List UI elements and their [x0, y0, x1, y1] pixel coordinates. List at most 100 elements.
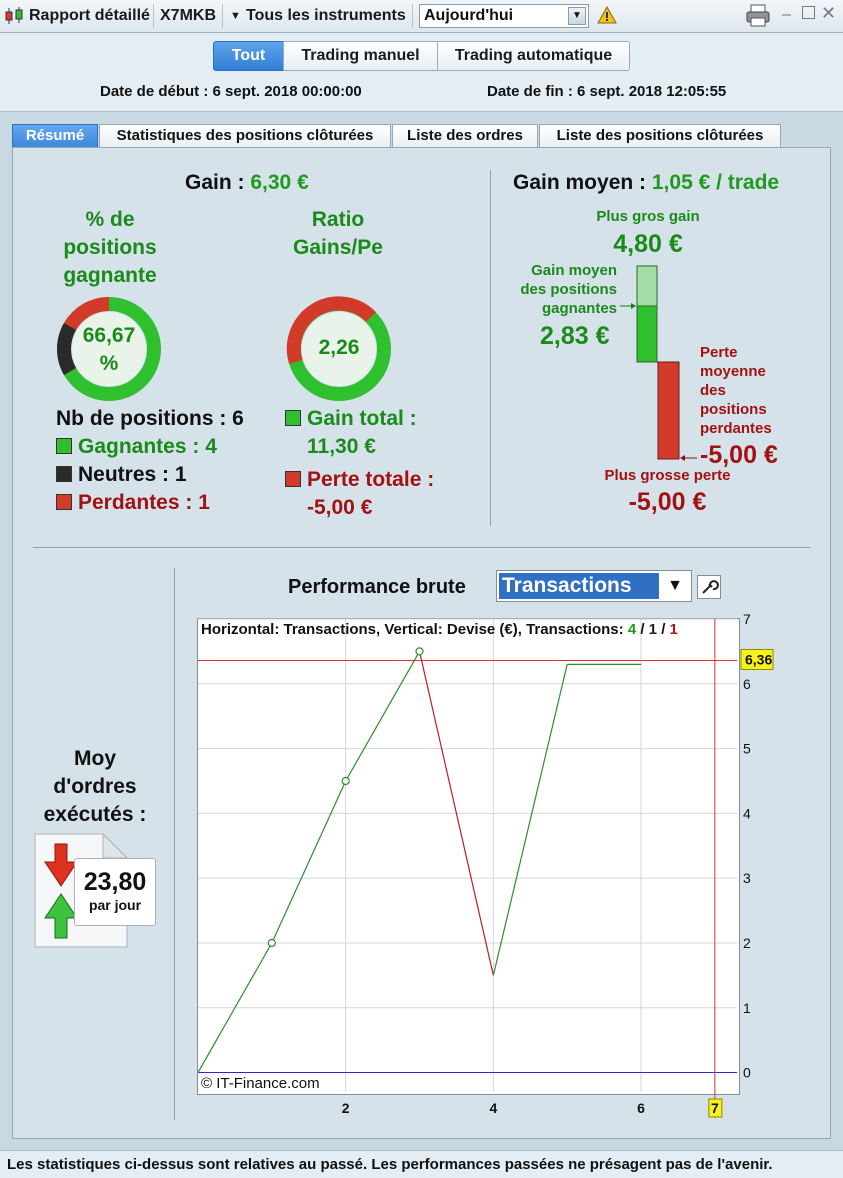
- avg-losing-label: Perte moyenne des positions perdantes: [700, 343, 795, 438]
- end-date: Date de fin : 6 sept. 2018 12:05:55: [487, 83, 727, 100]
- detailed-report-label: Rapport détaillé: [29, 7, 150, 24]
- orders-label-line: Moy: [74, 747, 116, 770]
- avg-win-label-line: des positions: [520, 281, 617, 298]
- tab-manual-trading[interactable]: Trading manuel: [283, 41, 438, 71]
- chart-header-loss-count: 1: [669, 621, 678, 638]
- avg-orders-label: Moy d'ordres exécutés :: [30, 745, 160, 829]
- wrench-icon[interactable]: [697, 575, 721, 599]
- chart-header: Horizontal: Transactions, Vertical: Devi…: [201, 621, 678, 638]
- avg-win-label-line: gagnantes: [541, 300, 617, 317]
- avg-loss-label-line: Perte: [700, 344, 738, 361]
- loss-total: Perte totale :: [285, 468, 434, 492]
- gain-total-swatch: [285, 410, 301, 426]
- biggest-gain-label: Plus gros gain: [596, 208, 700, 225]
- ratio-title-line: Ratio: [311, 208, 365, 231]
- avg-win-label-line: Gain moyen: [531, 262, 617, 279]
- pct-value-number: 66,67: [82, 324, 136, 347]
- win-percentage-title: % de positions gagnante: [40, 206, 180, 290]
- vertical-divider: [490, 170, 491, 526]
- tab-closed-positions-stats[interactable]: Statistiques des positions clôturées: [99, 124, 391, 148]
- losers-label: Perdantes : 1: [78, 491, 210, 514]
- gain-loss-bars: [620, 265, 697, 461]
- orders-value: 23,80: [83, 868, 147, 896]
- pct-title-line: % de: [85, 208, 135, 231]
- avg-gain-value: 1,05 € / trade: [651, 171, 780, 194]
- footer-bar: Les statistiques ci-dessus sont relative…: [0, 1150, 843, 1178]
- vertical-divider-lower: [174, 568, 175, 1120]
- gain-value: 6,30 €: [250, 171, 309, 194]
- tab-orders-list[interactable]: Liste des ordres: [392, 124, 538, 148]
- win-percentage-donut: [57, 297, 161, 401]
- average-gain: Gain moyen : 1,05 € / trade: [513, 171, 779, 195]
- orders-label-line: d'ordres: [53, 775, 137, 798]
- gain-total: Gain total :: [285, 407, 417, 431]
- orders-value-box: 23,80 par jour: [74, 858, 156, 926]
- tab-all[interactable]: Tout: [213, 41, 284, 71]
- chart-header-neutral-count: 1: [648, 621, 658, 638]
- biggest-gain-value: 4,80 €: [613, 230, 683, 258]
- instruments-selector[interactable]: Tous les instruments: [246, 7, 406, 24]
- tab-summary[interactable]: Résumé: [12, 124, 98, 148]
- ratio-value: 2,26: [318, 336, 360, 359]
- tab-closed-positions-list[interactable]: Liste des positions clôturées: [539, 124, 781, 148]
- orders-unit: par jour: [88, 897, 142, 913]
- horizontal-divider: [33, 547, 810, 548]
- ratio-title-line: Gains/Pe: [293, 236, 383, 259]
- loss-total-swatch: [285, 471, 301, 487]
- losers-count: Perdantes : 1: [56, 491, 210, 515]
- loss-total-label: Perte totale :: [307, 468, 435, 491]
- minimize-icon[interactable]: –: [782, 6, 791, 23]
- performance-select-value: Transactions: [499, 573, 659, 599]
- printer-icon[interactable]: [745, 4, 773, 28]
- title-bar: Rapport détaillé X7MKB ▼ Tous les instru…: [0, 0, 843, 33]
- chart-copyright: © IT-Finance.com: [201, 1075, 320, 1092]
- neutral-legend-swatch: [56, 466, 72, 482]
- maximize-icon[interactable]: [802, 6, 815, 19]
- chevron-down-icon[interactable]: ▼: [568, 7, 586, 25]
- avg-loss-label-line: moyenne: [700, 363, 766, 380]
- chart-header-slash: /: [661, 621, 666, 638]
- win-percentage-value: 66,67 %: [60, 322, 158, 378]
- gain-loss-ratio-title: Ratio Gains/Pe: [283, 206, 393, 262]
- chart-header-win-count: 4: [627, 621, 637, 638]
- pct-title-line: gagnante: [63, 264, 157, 287]
- avg-winning-label: Gain moyen des positions gagnantes: [505, 261, 617, 318]
- pct-title-line: positions: [63, 236, 157, 259]
- chart-header-slash: /: [640, 621, 645, 638]
- performance-select[interactable]: Transactions ▼: [496, 570, 692, 602]
- positions-count: Nb de positions : 6: [56, 407, 244, 430]
- performance-title: Performance brute: [288, 576, 466, 598]
- loss-total-value: -5,00 €: [307, 496, 373, 519]
- total-gain: Gain : 6,30 €: [185, 171, 309, 195]
- chart-header-text: Horizontal: Transactions, Vertical: Devi…: [201, 621, 624, 638]
- neutral-label: Neutres : 1: [78, 463, 187, 486]
- report-header: Tout Trading manuel Trading automatique …: [0, 33, 843, 112]
- disclaimer-text: Les statistiques ci-dessus sont relative…: [7, 1156, 773, 1173]
- tab-automatic-trading[interactable]: Trading automatique: [437, 41, 630, 71]
- chevron-down-icon[interactable]: ▼: [667, 577, 683, 594]
- instruments-dropdown-icon[interactable]: ▼: [230, 10, 241, 22]
- avg-loss-label-line: positions: [700, 401, 767, 418]
- win-legend-swatch: [56, 438, 72, 454]
- winners-count: Gagnantes : 4: [56, 435, 217, 459]
- chart-frame: Horizontal: Transactions, Vertical: Devi…: [197, 618, 740, 1095]
- close-icon[interactable]: ✕: [821, 3, 837, 23]
- warning-icon[interactable]: [597, 6, 617, 24]
- candlestick-icon: [5, 7, 23, 24]
- biggest-loss-value: -5,00 €: [628, 488, 707, 516]
- symbol-label[interactable]: X7MKB: [160, 7, 217, 24]
- winners-label: Gagnantes : 4: [78, 435, 217, 458]
- avg-loss-label-line: perdantes: [700, 420, 772, 437]
- avg-gain-label: Gain moyen :: [513, 171, 647, 194]
- gain-total-label: Gain total :: [307, 407, 417, 430]
- pct-value-unit: %: [99, 352, 119, 375]
- gain-label: Gain :: [185, 171, 245, 194]
- neutral-count: Neutres : 1: [56, 463, 187, 487]
- loss-legend-swatch: [56, 494, 72, 510]
- avg-winning-value: 2,83 €: [540, 322, 610, 350]
- gain-total-value: 11,30 €: [307, 435, 376, 458]
- gain-loss-ratio-donut: [286, 296, 391, 401]
- orders-label-line: exécutés :: [43, 803, 147, 826]
- start-date: Date de début : 6 sept. 2018 00:00:00: [100, 83, 362, 100]
- period-select[interactable]: Aujourd'hui ▼: [419, 4, 589, 28]
